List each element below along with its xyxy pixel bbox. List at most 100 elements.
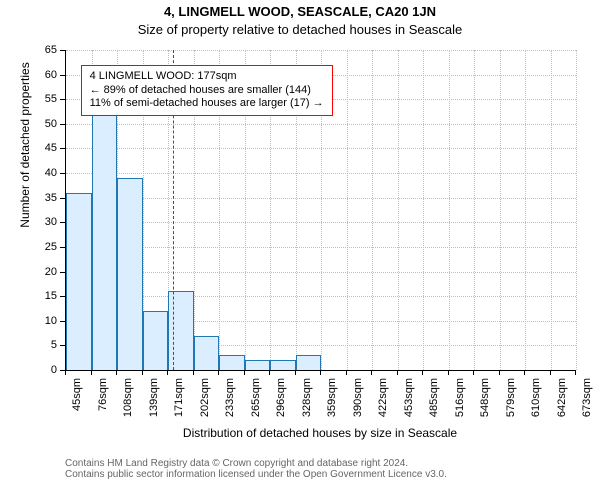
histogram-bar	[219, 355, 245, 370]
x-tick-mark	[524, 370, 525, 375]
x-tick-label: 548sqm	[479, 378, 491, 428]
gridline-vertical	[423, 50, 424, 370]
y-tick-label: 10	[37, 315, 57, 327]
y-tick-label: 15	[37, 290, 57, 302]
y-tick-mark	[60, 272, 65, 273]
histogram-bar	[296, 355, 322, 370]
y-tick-mark	[60, 296, 65, 297]
x-tick-label: 202sqm	[199, 378, 211, 428]
x-tick-mark	[473, 370, 474, 375]
histogram-bar	[117, 178, 143, 370]
x-tick-label: 108sqm	[122, 378, 134, 428]
y-tick-mark	[60, 222, 65, 223]
x-tick-mark	[575, 370, 576, 375]
gridline-vertical	[449, 50, 450, 370]
histogram-bar	[245, 360, 271, 370]
x-tick-label: 516sqm	[454, 378, 466, 428]
x-tick-mark	[65, 370, 66, 375]
x-tick-label: 265sqm	[250, 378, 262, 428]
y-tick-label: 50	[37, 118, 57, 130]
y-tick-mark	[60, 99, 65, 100]
x-tick-mark	[91, 370, 92, 375]
y-tick-mark	[60, 198, 65, 199]
x-tick-mark	[550, 370, 551, 375]
x-tick-mark	[346, 370, 347, 375]
gridline-vertical	[372, 50, 373, 370]
x-tick-mark	[397, 370, 398, 375]
histogram-bar	[143, 311, 169, 370]
x-tick-label: 422sqm	[377, 378, 389, 428]
y-tick-label: 40	[37, 167, 57, 179]
chart-subtitle: Size of property relative to detached ho…	[0, 22, 600, 37]
histogram-bar	[168, 291, 194, 370]
x-tick-label: 610sqm	[530, 378, 542, 428]
histogram-plot: 4 LINGMELL WOOD: 177sqm← 89% of detached…	[65, 50, 576, 371]
annotation-box: 4 LINGMELL WOOD: 177sqm← 89% of detached…	[81, 65, 333, 116]
page-title: 4, LINGMELL WOOD, SEASCALE, CA20 1JN	[0, 4, 600, 19]
gridline-vertical	[525, 50, 526, 370]
x-tick-mark	[295, 370, 296, 375]
y-tick-label: 35	[37, 192, 57, 204]
x-tick-label: 233sqm	[224, 378, 236, 428]
gridline-vertical	[500, 50, 501, 370]
x-tick-mark	[142, 370, 143, 375]
gridline-vertical	[551, 50, 552, 370]
x-tick-mark	[193, 370, 194, 375]
x-tick-label: 45sqm	[71, 378, 83, 428]
annotation-line: ← 89% of detached houses are smaller (14…	[90, 84, 324, 98]
histogram-bar	[66, 193, 92, 370]
y-tick-mark	[60, 247, 65, 248]
y-tick-label: 65	[37, 44, 57, 56]
y-tick-mark	[60, 148, 65, 149]
y-tick-label: 60	[37, 69, 57, 81]
gridline-vertical	[474, 50, 475, 370]
x-tick-label: 485sqm	[428, 378, 440, 428]
x-tick-label: 139sqm	[148, 378, 160, 428]
x-tick-label: 642sqm	[556, 378, 568, 428]
y-tick-label: 55	[37, 93, 57, 105]
y-axis-title: Number of detached properties	[18, 0, 32, 305]
x-tick-mark	[499, 370, 500, 375]
x-tick-label: 673sqm	[581, 378, 593, 428]
footer-line-1: Contains HM Land Registry data © Crown c…	[65, 458, 447, 469]
x-tick-mark	[167, 370, 168, 375]
histogram-bar	[194, 336, 220, 370]
y-tick-mark	[60, 124, 65, 125]
x-tick-mark	[371, 370, 372, 375]
x-tick-mark	[244, 370, 245, 375]
annotation-line: 4 LINGMELL WOOD: 177sqm	[90, 70, 324, 84]
x-tick-mark	[218, 370, 219, 375]
histogram-bar	[270, 360, 296, 370]
gridline-vertical	[347, 50, 348, 370]
y-tick-label: 0	[37, 364, 57, 376]
footer-attribution: Contains HM Land Registry data © Crown c…	[65, 458, 447, 480]
y-tick-label: 5	[37, 339, 57, 351]
y-tick-mark	[60, 321, 65, 322]
x-tick-label: 328sqm	[301, 378, 313, 428]
x-tick-mark	[116, 370, 117, 375]
y-tick-mark	[60, 345, 65, 346]
x-tick-label: 76sqm	[97, 378, 109, 428]
x-tick-label: 296sqm	[275, 378, 287, 428]
x-tick-label: 453sqm	[403, 378, 415, 428]
y-tick-mark	[60, 75, 65, 76]
x-tick-label: 359sqm	[326, 378, 338, 428]
y-tick-label: 45	[37, 142, 57, 154]
annotation-line: 11% of semi-detached houses are larger (…	[90, 97, 324, 111]
x-tick-label: 390sqm	[352, 378, 364, 428]
gridline-vertical	[398, 50, 399, 370]
y-tick-label: 20	[37, 266, 57, 278]
y-tick-mark	[60, 173, 65, 174]
x-tick-label: 579sqm	[505, 378, 517, 428]
x-tick-mark	[320, 370, 321, 375]
x-tick-label: 171sqm	[173, 378, 185, 428]
x-tick-mark	[448, 370, 449, 375]
gridline-vertical	[576, 50, 577, 370]
y-tick-mark	[60, 50, 65, 51]
footer-line-2: Contains public sector information licen…	[65, 469, 447, 480]
histogram-bar	[92, 104, 118, 370]
x-axis-title: Distribution of detached houses by size …	[65, 426, 575, 440]
x-tick-mark	[422, 370, 423, 375]
y-tick-label: 25	[37, 241, 57, 253]
x-tick-mark	[269, 370, 270, 375]
